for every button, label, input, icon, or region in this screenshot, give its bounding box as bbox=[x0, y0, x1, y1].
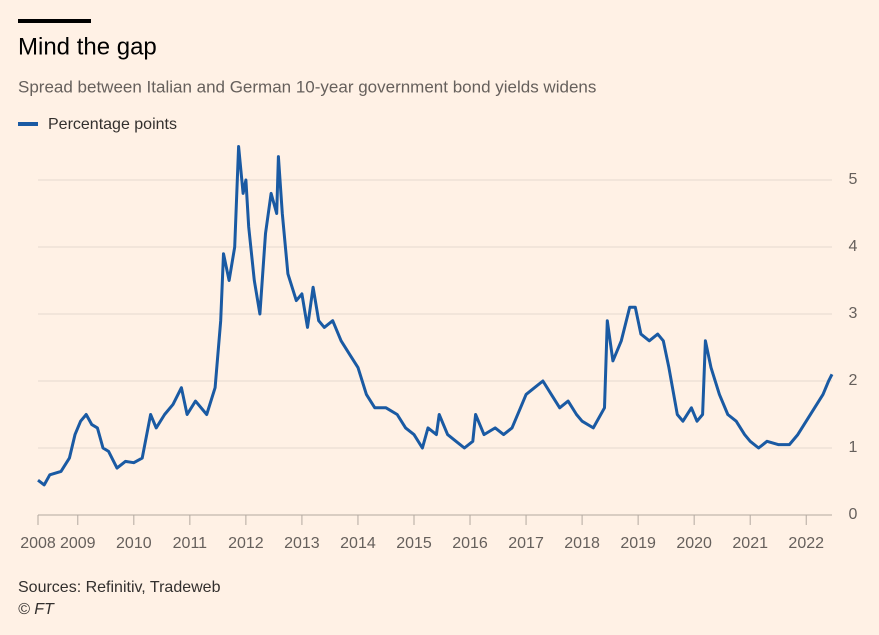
y-tick-label: 5 bbox=[849, 171, 858, 188]
x-tick-label: 2015 bbox=[396, 535, 432, 552]
legend-label: Percentage points bbox=[48, 116, 177, 133]
y-tick-label: 3 bbox=[849, 305, 858, 322]
y-tick-label: 0 bbox=[849, 506, 858, 523]
data-line bbox=[37, 145, 834, 487]
x-tick-label: 2009 bbox=[60, 535, 96, 552]
x-tick-label: 2017 bbox=[508, 535, 544, 552]
y-tick-label: 1 bbox=[849, 439, 858, 456]
source: Sources: Refinitiv, Tradeweb bbox=[18, 579, 221, 596]
x-tick-label: 2013 bbox=[284, 535, 320, 552]
x-tick-label: 2021 bbox=[732, 535, 768, 552]
x-tick-label: 2012 bbox=[228, 535, 264, 552]
x-tick-label: 2011 bbox=[173, 535, 208, 552]
title-bar bbox=[18, 19, 91, 23]
x-tick-label: 2022 bbox=[788, 535, 824, 552]
y-tick-label: 2 bbox=[849, 372, 858, 389]
x-tick-label: 2016 bbox=[452, 535, 488, 552]
x-tick-label: 2019 bbox=[620, 535, 656, 552]
x-tick-label: 2008 bbox=[20, 535, 56, 552]
chart-title: Mind the gap bbox=[18, 33, 157, 60]
x-tick-label: 2018 bbox=[564, 535, 600, 552]
credit: © FT bbox=[18, 601, 55, 618]
chart-subtitle: Spread between Italian and German 10-yea… bbox=[18, 77, 596, 96]
x-tick-label: 2020 bbox=[676, 535, 712, 552]
y-tick-label: 4 bbox=[849, 238, 858, 255]
x-tick-label: 2010 bbox=[116, 535, 152, 552]
x-tick-label: 2014 bbox=[340, 535, 376, 552]
